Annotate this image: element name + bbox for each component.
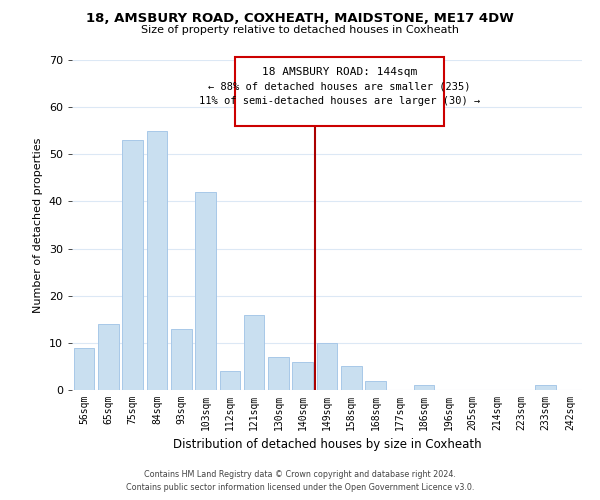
- Bar: [341, 366, 362, 390]
- Bar: [268, 357, 289, 390]
- Bar: [220, 371, 240, 390]
- Bar: [414, 386, 434, 390]
- Bar: [244, 314, 265, 390]
- X-axis label: Distribution of detached houses by size in Coxheath: Distribution of detached houses by size …: [173, 438, 481, 452]
- Text: Contains HM Land Registry data © Crown copyright and database right 2024.
Contai: Contains HM Land Registry data © Crown c…: [126, 470, 474, 492]
- Bar: [365, 380, 386, 390]
- Bar: [98, 324, 119, 390]
- FancyBboxPatch shape: [235, 56, 444, 126]
- Bar: [122, 140, 143, 390]
- Bar: [171, 328, 191, 390]
- Y-axis label: Number of detached properties: Number of detached properties: [33, 138, 43, 312]
- Bar: [195, 192, 216, 390]
- Bar: [146, 130, 167, 390]
- Text: 18, AMSBURY ROAD, COXHEATH, MAIDSTONE, ME17 4DW: 18, AMSBURY ROAD, COXHEATH, MAIDSTONE, M…: [86, 12, 514, 26]
- Text: ← 88% of detached houses are smaller (235): ← 88% of detached houses are smaller (23…: [209, 82, 471, 92]
- Text: 11% of semi-detached houses are larger (30) →: 11% of semi-detached houses are larger (…: [199, 96, 481, 106]
- Bar: [292, 362, 313, 390]
- Bar: [317, 343, 337, 390]
- Bar: [74, 348, 94, 390]
- Text: 18 AMSBURY ROAD: 144sqm: 18 AMSBURY ROAD: 144sqm: [262, 68, 418, 78]
- Text: Size of property relative to detached houses in Coxheath: Size of property relative to detached ho…: [141, 25, 459, 35]
- Bar: [535, 386, 556, 390]
